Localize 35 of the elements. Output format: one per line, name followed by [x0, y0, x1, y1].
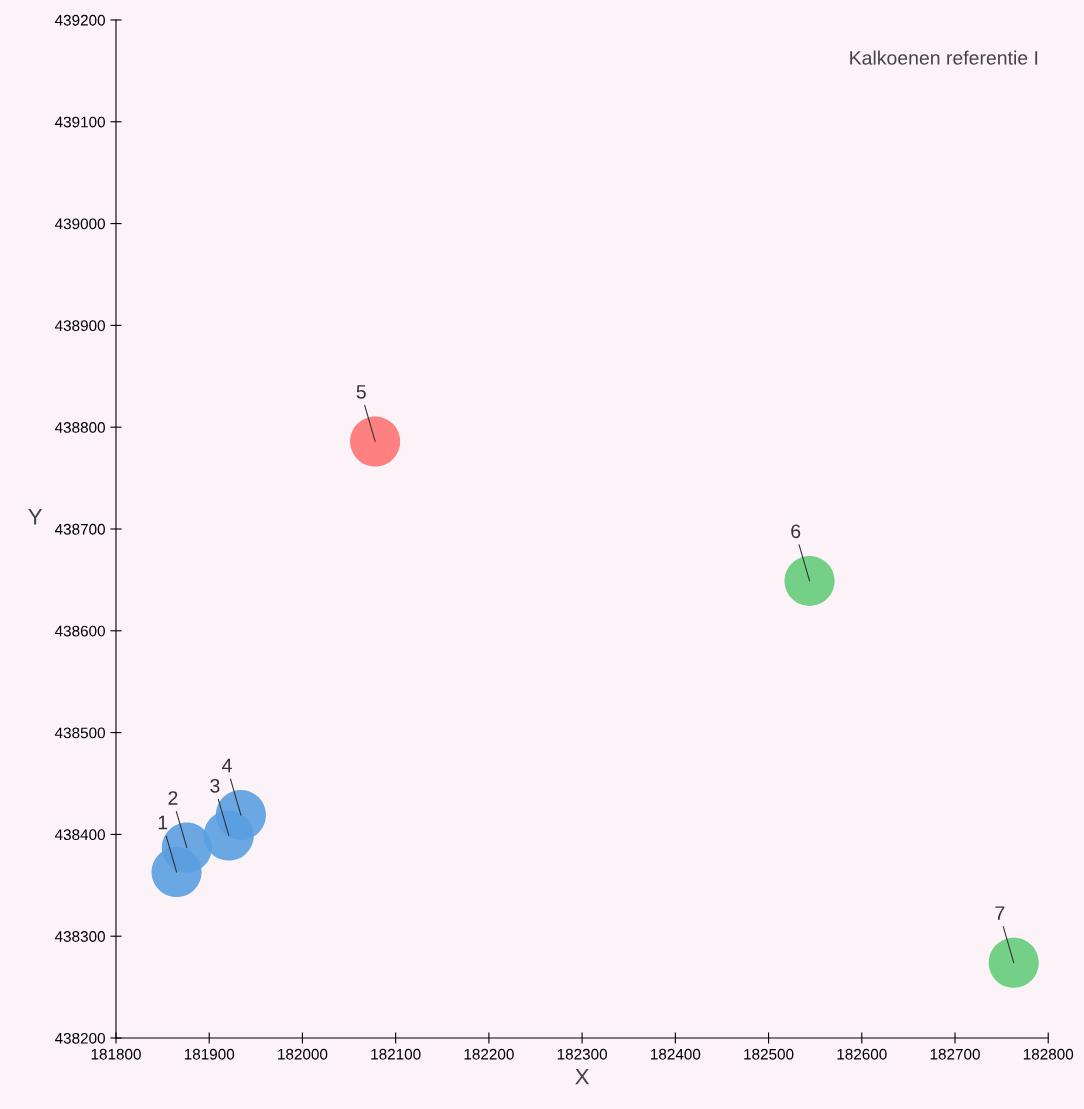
x-tick-label: 182700 — [930, 1048, 980, 1060]
x-tick-label: 182100 — [371, 1048, 421, 1060]
annotation: 1 — [158, 815, 168, 830]
annotation: 2 — [168, 791, 178, 805]
y-tick-label: 438600 — [54, 625, 105, 637]
x-tick-label: 182000 — [278, 1048, 328, 1060]
y-tick-label: 439100 — [54, 116, 105, 128]
x-tick-label: 182500 — [744, 1048, 794, 1060]
point — [350, 416, 401, 467]
x-tick-label: 182200 — [464, 1048, 514, 1060]
x-axis-title: X — [575, 1069, 590, 1085]
annotation: 6 — [791, 524, 801, 539]
x-tick-label: 181900 — [184, 1048, 235, 1060]
y-tick-label: 438800 — [54, 422, 105, 433]
y-tick-label: 438200 — [54, 1032, 105, 1044]
annotation: 4 — [222, 758, 232, 773]
x-tick-label: 182300 — [557, 1048, 607, 1060]
x-tick-label: 182600 — [837, 1048, 887, 1060]
x-tick-label: 182800 — [1023, 1048, 1074, 1060]
annotation: 5 — [356, 385, 366, 399]
y-axis-title: Y — [28, 509, 43, 525]
y-tick-label: 438900 — [54, 320, 105, 332]
annotation: 3 — [210, 778, 220, 793]
y-tick-label: 438500 — [54, 727, 105, 739]
annotation: 7 — [995, 906, 1005, 920]
point — [988, 937, 1039, 988]
y-tick-label: 438700 — [54, 523, 105, 535]
point — [784, 555, 835, 606]
x-tick-label: 182400 — [651, 1048, 701, 1060]
text: Kalkoenen referentie I — [850, 50, 1038, 65]
y-tick-label: 439200 — [54, 14, 105, 26]
y-tick-label: 438300 — [54, 931, 105, 942]
x-tick-label: 181800 — [91, 1048, 141, 1060]
y-tick-label: 438400 — [54, 829, 105, 841]
y-tick-label: 439000 — [54, 218, 105, 230]
